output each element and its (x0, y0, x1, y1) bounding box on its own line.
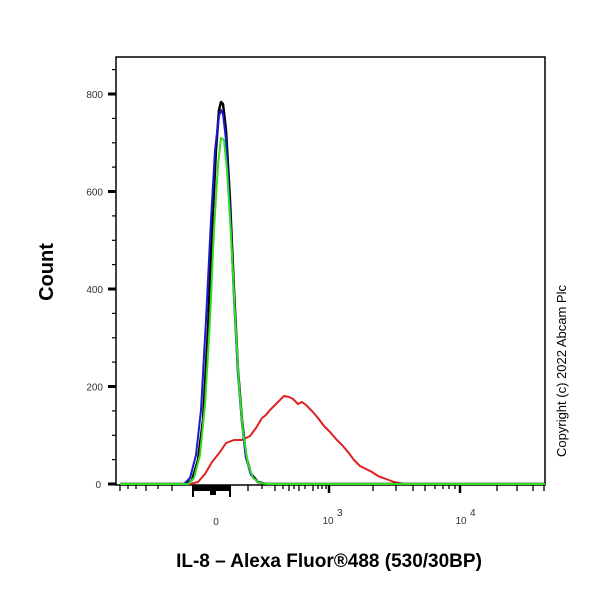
x-tick-label: 10 (455, 516, 467, 527)
x-axis (119, 485, 545, 497)
y-tick-label: 0 (95, 480, 101, 491)
curve-green (120, 137, 545, 485)
histogram-curves (120, 100, 545, 486)
x-tick-sup: 3 (337, 508, 343, 519)
x-axis-label: IL-8 – Alexa Fluor®488 (530/30BP) (176, 551, 482, 572)
copyright-notice: Copyright (c) 2022 Abcam Plc (554, 285, 569, 457)
y-tick-labels: 800 600 400 200 0 (86, 90, 103, 491)
curve-red (120, 395, 545, 485)
x-tick-sup: 4 (470, 508, 476, 519)
y-axis-label: Count (36, 243, 58, 301)
y-axis (108, 68, 116, 486)
x-tick-label: 0 (213, 517, 219, 528)
y-tick-label: 400 (86, 285, 103, 296)
y-tick-label: 800 (86, 90, 103, 101)
y-tick-label: 600 (86, 188, 103, 199)
x-tick-label: 10 (322, 516, 334, 527)
y-tick-label: 200 (86, 383, 103, 394)
x-tick-labels: 0 10 3 10 4 (213, 508, 476, 528)
plot-frame (115, 56, 546, 486)
